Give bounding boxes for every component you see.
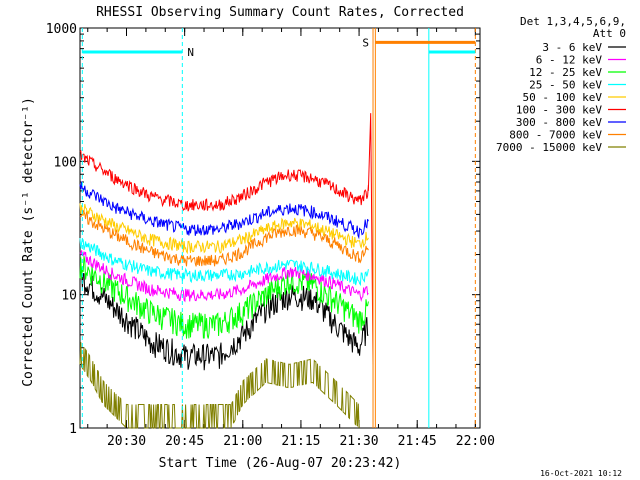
series-line-5: [79, 149, 369, 212]
legend-entry-label: 300 - 800 keV: [516, 116, 602, 129]
y-tick-label: 1000: [46, 22, 77, 37]
legend-header: Att 0: [593, 27, 626, 40]
legend-entry-label: 800 - 7000 keV: [509, 129, 602, 142]
chart-title: RHESSI Observing Summary Count Rates, Co…: [96, 5, 464, 20]
legend-header: Det 1,3,4,5,6,9,: [520, 15, 626, 28]
flare-spike: [367, 113, 374, 365]
y-tick-label: 10: [61, 289, 77, 304]
x-tick-label: 20:30: [107, 434, 146, 449]
markers-layer: NS: [81, 28, 476, 428]
legend-entry-label: 100 - 300 keV: [516, 104, 602, 117]
series-line-2: [79, 256, 369, 339]
x-tick-label: 21:15: [281, 434, 320, 449]
series-line-8: [79, 342, 360, 429]
legend-entry-label: 3 - 6 keV: [542, 41, 602, 54]
legend-entry-label: 6 - 12 keV: [536, 54, 603, 67]
footer-timestamp: 16-Oct-2021 10:12: [540, 469, 622, 478]
y-axis-label: Corrected Count Rate (s⁻¹ detector⁻¹): [21, 97, 36, 387]
series-layer: [79, 113, 374, 429]
y-tick-label: 1: [69, 422, 77, 437]
y-tick-label: 100: [54, 155, 77, 170]
legend-entry-label: 12 - 25 keV: [529, 66, 602, 79]
legend-entry-label: 25 - 50 keV: [529, 79, 602, 92]
x-tick-label: 21:45: [398, 434, 437, 449]
x-tick-label: 22:00: [456, 434, 495, 449]
series-line-1: [79, 250, 369, 303]
plot-axes: 1 10 100 1000 20:30 20:45 21:00 21:15 21:30 21:45…: [46, 22, 495, 449]
x-tick-label: 21:00: [223, 434, 262, 449]
legend-entry-label: 50 - 100 keV: [523, 91, 603, 104]
series-line-6: [79, 181, 369, 240]
annotation-n: N: [187, 46, 194, 59]
plot-frame: [79, 27, 481, 429]
legend-entry-label: 7000 - 15000 keV: [496, 141, 602, 154]
annotation-s: S: [362, 36, 369, 49]
series-line-7: [79, 209, 369, 267]
x-tick-label: 20:45: [165, 434, 204, 449]
series-line-3: [79, 237, 369, 287]
x-axis-label: Start Time (26-Aug-07 20:23:42): [159, 456, 402, 471]
x-tick-label: 21:30: [339, 434, 378, 449]
